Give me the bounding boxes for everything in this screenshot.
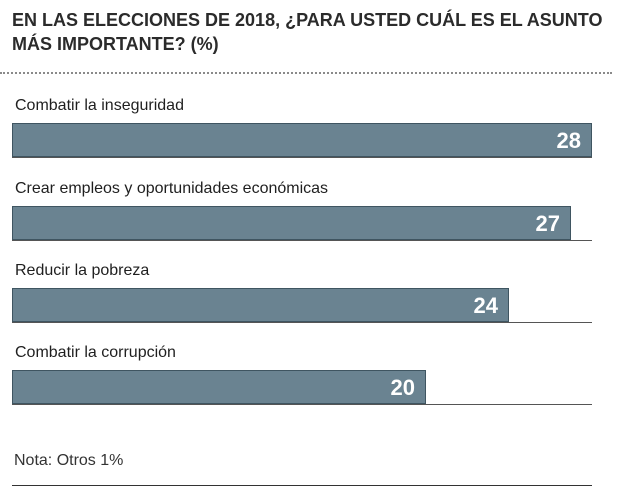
bar-track: 27 xyxy=(12,206,592,241)
data-label: 27 xyxy=(535,211,560,236)
title-divider xyxy=(0,72,612,74)
bar-track: 24 xyxy=(12,288,592,323)
bar: 27 xyxy=(12,206,571,240)
bar: 28 xyxy=(12,123,592,157)
bar: 20 xyxy=(12,370,426,404)
category-label: Crear empleos y oportunidades económicas xyxy=(15,180,329,197)
chart-title: EN LAS ELECCIONES DE 2018, ¿PARA USTED C… xyxy=(12,10,603,54)
data-label: 28 xyxy=(556,128,581,153)
category-label: Combatir la corrupción xyxy=(15,344,176,361)
bar-track: 20 xyxy=(12,370,592,405)
bottom-divider xyxy=(12,485,592,486)
category-label: Combatir la inseguridad xyxy=(15,97,184,114)
bar-track: 28 xyxy=(12,123,592,158)
chart-note: Nota: Otros 1% xyxy=(14,452,124,469)
data-label: 24 xyxy=(473,293,498,318)
category-label: Reducir la pobreza xyxy=(15,262,150,279)
data-label: 20 xyxy=(390,375,415,400)
bar: 24 xyxy=(12,288,509,322)
